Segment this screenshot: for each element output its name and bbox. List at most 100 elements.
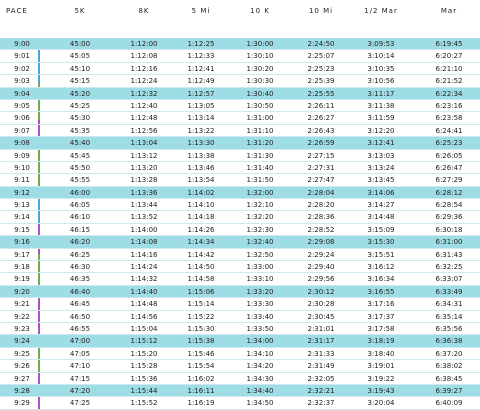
- table-row: 9:24 47:00 1:15:12 1:15:38 1:34:00 2:31:17 3:1…: [0, 335, 480, 348]
- marathon-cell: 6:29:36: [435, 213, 463, 222]
- 5k-cell: 46:50: [69, 312, 91, 321]
- 8k-cell: 1:13:12: [130, 151, 158, 160]
- 5mi-cell: 1:15:46: [187, 349, 215, 358]
- half-marathon-cell: 3:17:58: [367, 324, 395, 333]
- 5mi-cell: 1:13:38: [187, 151, 215, 160]
- 10mi-cell: 2:27:47: [307, 176, 335, 185]
- 8k-cell: 1:12:32: [130, 89, 158, 98]
- half-marathon-cell: 3:12:41: [367, 139, 395, 148]
- 5k-cell: 46:35: [69, 275, 91, 284]
- 5mi-cell: 1:13:22: [187, 126, 215, 135]
- 8k-cell: 1:14:40: [130, 287, 158, 296]
- table-row: 9:06 45:30 1:12:48 1:13:14 1:31:00 2:26:27 3:1…: [0, 112, 480, 125]
- marathon-cell: 6:36:38: [435, 337, 463, 346]
- pace-cell: 9:09: [14, 151, 30, 160]
- pace-cell: 9:24: [14, 337, 30, 346]
- 10k-cell: 1:30:30: [246, 77, 274, 86]
- marathon-cell: 6:22:34: [435, 89, 463, 98]
- table-row: 9:05 45:25 1:12:40 1:13:05 1:30:50 2:26:11 3:1…: [0, 100, 480, 113]
- 5k-cell: 45:20: [69, 89, 91, 98]
- 5k-cell: 47:20: [69, 386, 91, 395]
- half-marathon-cell: 3:13:24: [367, 163, 395, 172]
- 10k-cell: 1:32:30: [246, 225, 274, 234]
- marathon-cell: 6:38:45: [435, 374, 463, 383]
- half-marathon-cell: 3:16:55: [367, 287, 395, 296]
- half-marathon-cell: 3:19:43: [367, 386, 395, 395]
- 10mi-cell: 2:28:04: [307, 188, 335, 197]
- 10mi-cell: 2:24:50: [307, 40, 335, 48]
- pace-cell: 9:11: [14, 176, 30, 185]
- 8k-cell: 1:12:24: [130, 77, 158, 86]
- 10mi-cell: 2:30:45: [307, 312, 335, 321]
- 5mi-cell: 1:15:06: [187, 287, 215, 296]
- pace-cell: 9:17: [14, 250, 30, 259]
- 10k-cell: 1:31:00: [246, 114, 274, 123]
- half-marathon-cell: 3:15:30: [367, 238, 395, 247]
- pace-cell: 9:14: [14, 213, 30, 222]
- marathon-cell: 6:20:27: [435, 52, 463, 61]
- table-row: 9:19 46:35 1:14:32 1:14:58 1:33:10 2:29:56 3:1…: [0, 273, 480, 286]
- 10k-cell: 1:30:20: [246, 64, 274, 73]
- marathon-cell: 6:26:47: [435, 163, 463, 172]
- 10k-cell: 1:30:10: [246, 52, 274, 61]
- marathon-cell: 6:24:41: [435, 126, 463, 135]
- table-row: 9:18 46:30 1:14:24 1:14:50 1:33:00 2:29:40 3:1…: [0, 261, 480, 274]
- 8k-cell: 1:13:52: [130, 213, 158, 222]
- 5mi-cell: 1:12:25: [187, 40, 215, 48]
- 10k-cell: 1:33:20: [246, 287, 274, 296]
- pace-cell: 9:16: [14, 238, 30, 247]
- 5k-cell: 45:25: [69, 101, 91, 110]
- marathon-cell: 6:34:31: [435, 300, 463, 309]
- 8k-cell: 1:13:44: [130, 201, 158, 210]
- 8k-cell: 1:14:16: [130, 250, 158, 259]
- 10mi-cell: 2:27:31: [307, 163, 335, 172]
- pace-cell: 9:04: [14, 89, 30, 98]
- 8k-cell: 1:13:20: [130, 163, 158, 172]
- 5k-cell: 45:55: [69, 176, 91, 185]
- pace-cell: 9:19: [14, 275, 30, 284]
- 10mi-cell: 2:32:05: [307, 374, 335, 383]
- header-10k: 10 K: [250, 7, 270, 15]
- table-row: 9:22 46:50 1:14:56 1:15:22 1:33:40 2:30:45 3:1…: [0, 311, 480, 323]
- 5k-cell: 46:40: [69, 287, 91, 296]
- 8k-cell: 1:12:40: [130, 101, 158, 110]
- table-row: 9:27 47:15 1:15:36 1:16:02 1:34:30 2:32:05 3:1…: [0, 373, 480, 385]
- header-8k: 8K: [138, 7, 150, 15]
- 5mi-cell: 1:13:30: [187, 139, 215, 148]
- 8k-cell: 1:15:36: [130, 374, 158, 383]
- 5k-cell: 45:00: [69, 40, 91, 48]
- table-row: 9:14 46:10 1:13:52 1:14:18 1:32:20 2:28:36 3:1…: [0, 211, 480, 224]
- header-half-marathon: 1/2 Mar: [364, 7, 398, 15]
- 8k-cell: 1:14:00: [130, 225, 158, 234]
- 5mi-cell: 1:15:38: [187, 337, 215, 346]
- marathon-cell: 6:31:43: [435, 250, 463, 259]
- 10k-cell: 1:33:30: [246, 300, 274, 309]
- 5mi-cell: 1:12:33: [187, 52, 215, 61]
- marathon-cell: 6:38:02: [435, 362, 463, 371]
- table-row: 9:08 45:40 1:13:04 1:13:30 1:31:20 2:26:59 3:1…: [0, 137, 480, 150]
- 10mi-cell: 2:31:17: [307, 337, 335, 346]
- marathon-cell: 6:33:07: [435, 275, 463, 284]
- 5k-cell: 47:10: [69, 362, 91, 371]
- marathon-cell: 6:26:05: [435, 151, 463, 160]
- 8k-cell: 1:14:48: [130, 300, 158, 309]
- 8k-cell: 1:12:16: [130, 64, 158, 73]
- 5k-cell: 47:25: [69, 399, 91, 408]
- half-marathon-cell: 3:20:04: [367, 399, 395, 408]
- table-row: 9:02 45:10 1:12:16 1:12:41 1:30:20 2:25:23 3:1…: [0, 63, 480, 76]
- pace-cell: 9:06: [14, 114, 30, 123]
- marathon-cell: 6:35:56: [435, 324, 463, 333]
- pace-cell: 9:01: [14, 52, 30, 61]
- pace-cell: 9:25: [14, 349, 30, 358]
- header-5mi: 5 Mi: [191, 7, 211, 15]
- marathon-cell: 6:21:52: [435, 77, 463, 86]
- half-marathon-cell: 3:12:20: [367, 126, 395, 135]
- marathon-cell: 6:27:29: [435, 176, 463, 185]
- 8k-cell: 1:12:56: [130, 126, 158, 135]
- half-marathon-cell: 3:18:40: [367, 349, 395, 358]
- table-row: 9:09 45:45 1:13:12 1:13:38 1:31:30 2:27:15 3:1…: [0, 150, 480, 162]
- header-5k: 5K: [74, 7, 86, 15]
- 8k-cell: 1:13:36: [130, 188, 158, 197]
- 10mi-cell: 2:30:12: [307, 287, 335, 296]
- 5mi-cell: 1:15:30: [187, 324, 215, 333]
